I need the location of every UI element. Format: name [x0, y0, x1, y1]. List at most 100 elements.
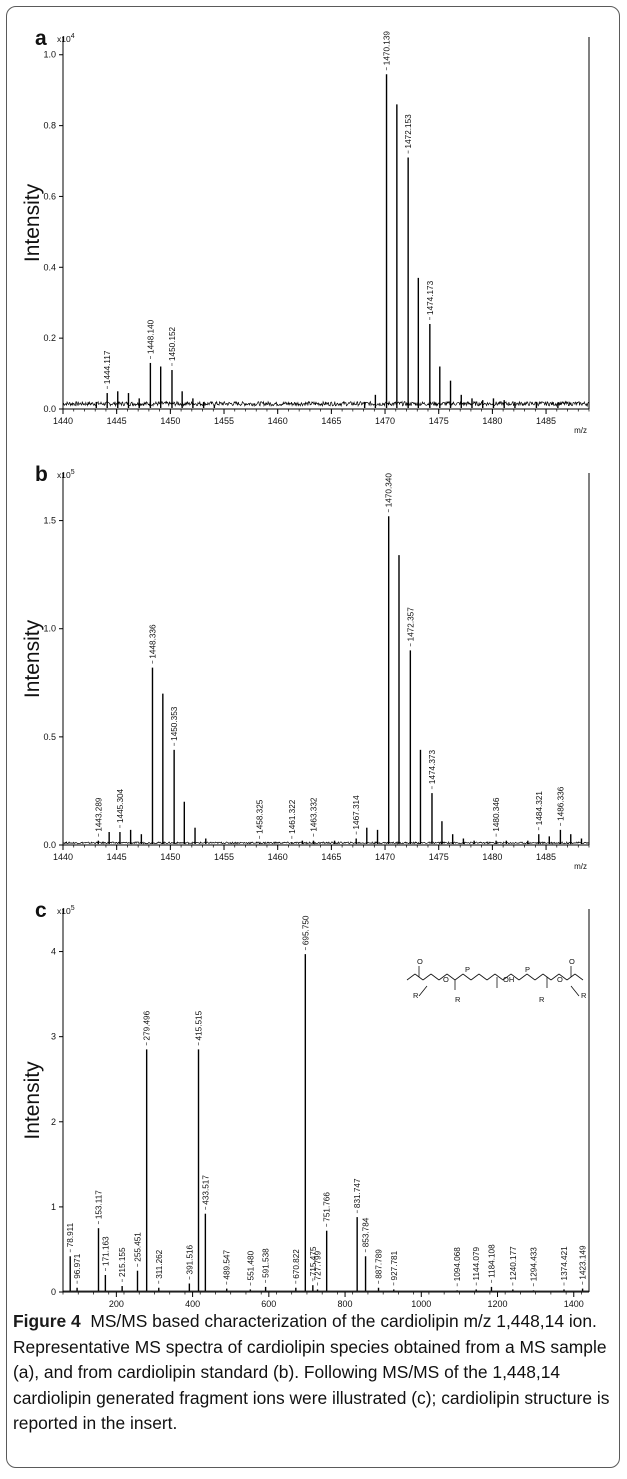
peak-label: 670.822 — [292, 1249, 301, 1279]
structure-bond — [438, 973, 448, 981]
peak-label: 1480.346 — [492, 797, 501, 832]
structure-bond — [526, 973, 536, 981]
x-tick-label: 1455 — [214, 416, 234, 426]
y-tick-label: 0.4 — [43, 262, 56, 272]
peak-label: 751.766 — [323, 1192, 332, 1222]
y-tick-label: 1.0 — [43, 50, 56, 60]
peak-label: 1461.322 — [288, 799, 297, 834]
structure-atom-label: OH — [503, 975, 514, 984]
peak-label: 1463.332 — [309, 797, 318, 832]
structure-bond — [470, 973, 480, 981]
peak-label: 1448.336 — [148, 624, 157, 659]
structure-r-label: R — [455, 995, 461, 1004]
panel-b: b x105 0.0 0.5 1.0 1.5 1440 1445 1450 1455 1460 146… — [21, 463, 590, 871]
x-tick-label: 800 — [338, 1299, 353, 1307]
x-tick-label: 1485 — [536, 852, 556, 862]
x-axis-label: m/z — [574, 426, 587, 435]
y-tick-label: 2 — [51, 1117, 56, 1127]
structure-bond — [462, 973, 472, 981]
x-tick-label: 1475 — [429, 416, 449, 426]
x-tick-label: 1450 — [160, 852, 180, 862]
y-axis-label: Intensity — [21, 619, 44, 698]
peak-label: 311.262 — [155, 1249, 164, 1278]
panel-label: a — [35, 27, 47, 50]
x-tick-label: 1465 — [321, 852, 341, 862]
peak-label: 831.747 — [353, 1178, 362, 1208]
y-axis-label: Intensity — [21, 1061, 44, 1140]
peak-label: 1423.149 — [579, 1245, 588, 1280]
panel-label: b — [35, 463, 48, 486]
structure-atom-label: O — [569, 957, 575, 966]
peak-label: 78.911 — [66, 1222, 75, 1247]
peak-label: 727.799 — [314, 1250, 323, 1280]
peak-label: 887.789 — [375, 1249, 384, 1279]
peak-label: 695.750 — [301, 915, 310, 945]
peak-label: 1484.321 — [535, 791, 544, 826]
structure-bond — [518, 973, 528, 981]
y-tick-label: 0.5 — [43, 732, 56, 742]
peak-label: 1240.177 — [509, 1246, 518, 1281]
panel-c: cx10501234200400600800100012001400m/zInt… — [21, 899, 590, 1307]
peak-label: 96.971 — [73, 1253, 82, 1278]
peak-label: 1450.152 — [168, 326, 177, 361]
y-tick-label: 0.8 — [43, 121, 56, 131]
structure-bond — [418, 985, 428, 997]
x-tick-label: 1460 — [268, 852, 288, 862]
peak-label: 1474.173 — [426, 280, 435, 315]
x-tick-label: 1445 — [107, 852, 127, 862]
panel-a: a x104 0.0 0.2 0.4 0.6 0.8 1.0 1440 1445 1450 1455 1… — [21, 27, 590, 435]
peak-label: 215.155 — [118, 1247, 127, 1277]
x-tick-label: 1475 — [429, 852, 449, 862]
peak-label: 1472.153 — [404, 114, 413, 149]
peak-label: 1470.139 — [383, 31, 392, 66]
peak-label: 1094.068 — [453, 1247, 462, 1282]
peak-label: 1445.304 — [116, 788, 125, 823]
y-multiplier: x105 — [57, 469, 75, 480]
structure-bond — [406, 973, 416, 981]
x-tick-label: 1470 — [375, 416, 395, 426]
x-tick-label: 1465 — [321, 416, 341, 426]
peak-label: 279.496 — [143, 1010, 152, 1040]
peak-label: 1486.336 — [556, 786, 565, 821]
baseline-trace — [62, 400, 590, 408]
y-tick-label: 1 — [51, 1202, 56, 1212]
peak-label: 415.515 — [195, 1010, 204, 1040]
structure-bond — [502, 973, 512, 981]
y-tick-label: 3 — [51, 1032, 56, 1042]
figure-frame: a x104 0.0 0.2 0.4 0.6 0.8 1.0 1440 1445 1450 1455 1… — [6, 6, 620, 1468]
structure-bond — [534, 973, 544, 981]
peak-label: 1467.314 — [352, 795, 361, 830]
peak-label: 1470.340 — [385, 473, 394, 508]
peak-label: 1458.325 — [256, 799, 265, 834]
x-tick-label: 1460 — [268, 416, 288, 426]
structure-bond — [430, 973, 440, 981]
x-tick-label: 1440 — [53, 852, 73, 862]
structure-atom-label: O — [417, 957, 423, 966]
y-tick-label: 0.6 — [43, 191, 56, 201]
x-tick-label: 200 — [109, 1299, 124, 1307]
x-tick-label: 1480 — [482, 852, 502, 862]
peak-label: 1144.079 — [472, 1246, 481, 1280]
y-tick-label: 1.0 — [43, 624, 56, 634]
peak-label: 591.538 — [262, 1248, 271, 1278]
structure-atom-label: P — [525, 965, 530, 974]
x-tick-label: 1470 — [375, 852, 395, 862]
structure-bond — [558, 973, 568, 981]
y-tick-label: 0.2 — [43, 333, 56, 343]
x-tick-label: 1440 — [53, 416, 73, 426]
baseline-trace — [62, 841, 590, 845]
structure-atom-label: O — [557, 975, 563, 984]
peak-label: 715.475 — [309, 1246, 318, 1276]
x-tick-label: 1455 — [214, 852, 234, 862]
peak-label: 171.163 — [101, 1236, 110, 1266]
peak-label: 255.451 — [133, 1232, 142, 1262]
caption-text: MS/MS based characterization of the card… — [13, 1311, 610, 1434]
structure-bond — [478, 973, 488, 981]
peak-label: 489.547 — [223, 1250, 232, 1280]
peak-label: 1450.353 — [170, 706, 179, 741]
y-tick-label: 0.0 — [43, 404, 56, 414]
caption-label: Figure 4 — [13, 1311, 81, 1331]
peak-label: 927.781 — [390, 1250, 399, 1280]
